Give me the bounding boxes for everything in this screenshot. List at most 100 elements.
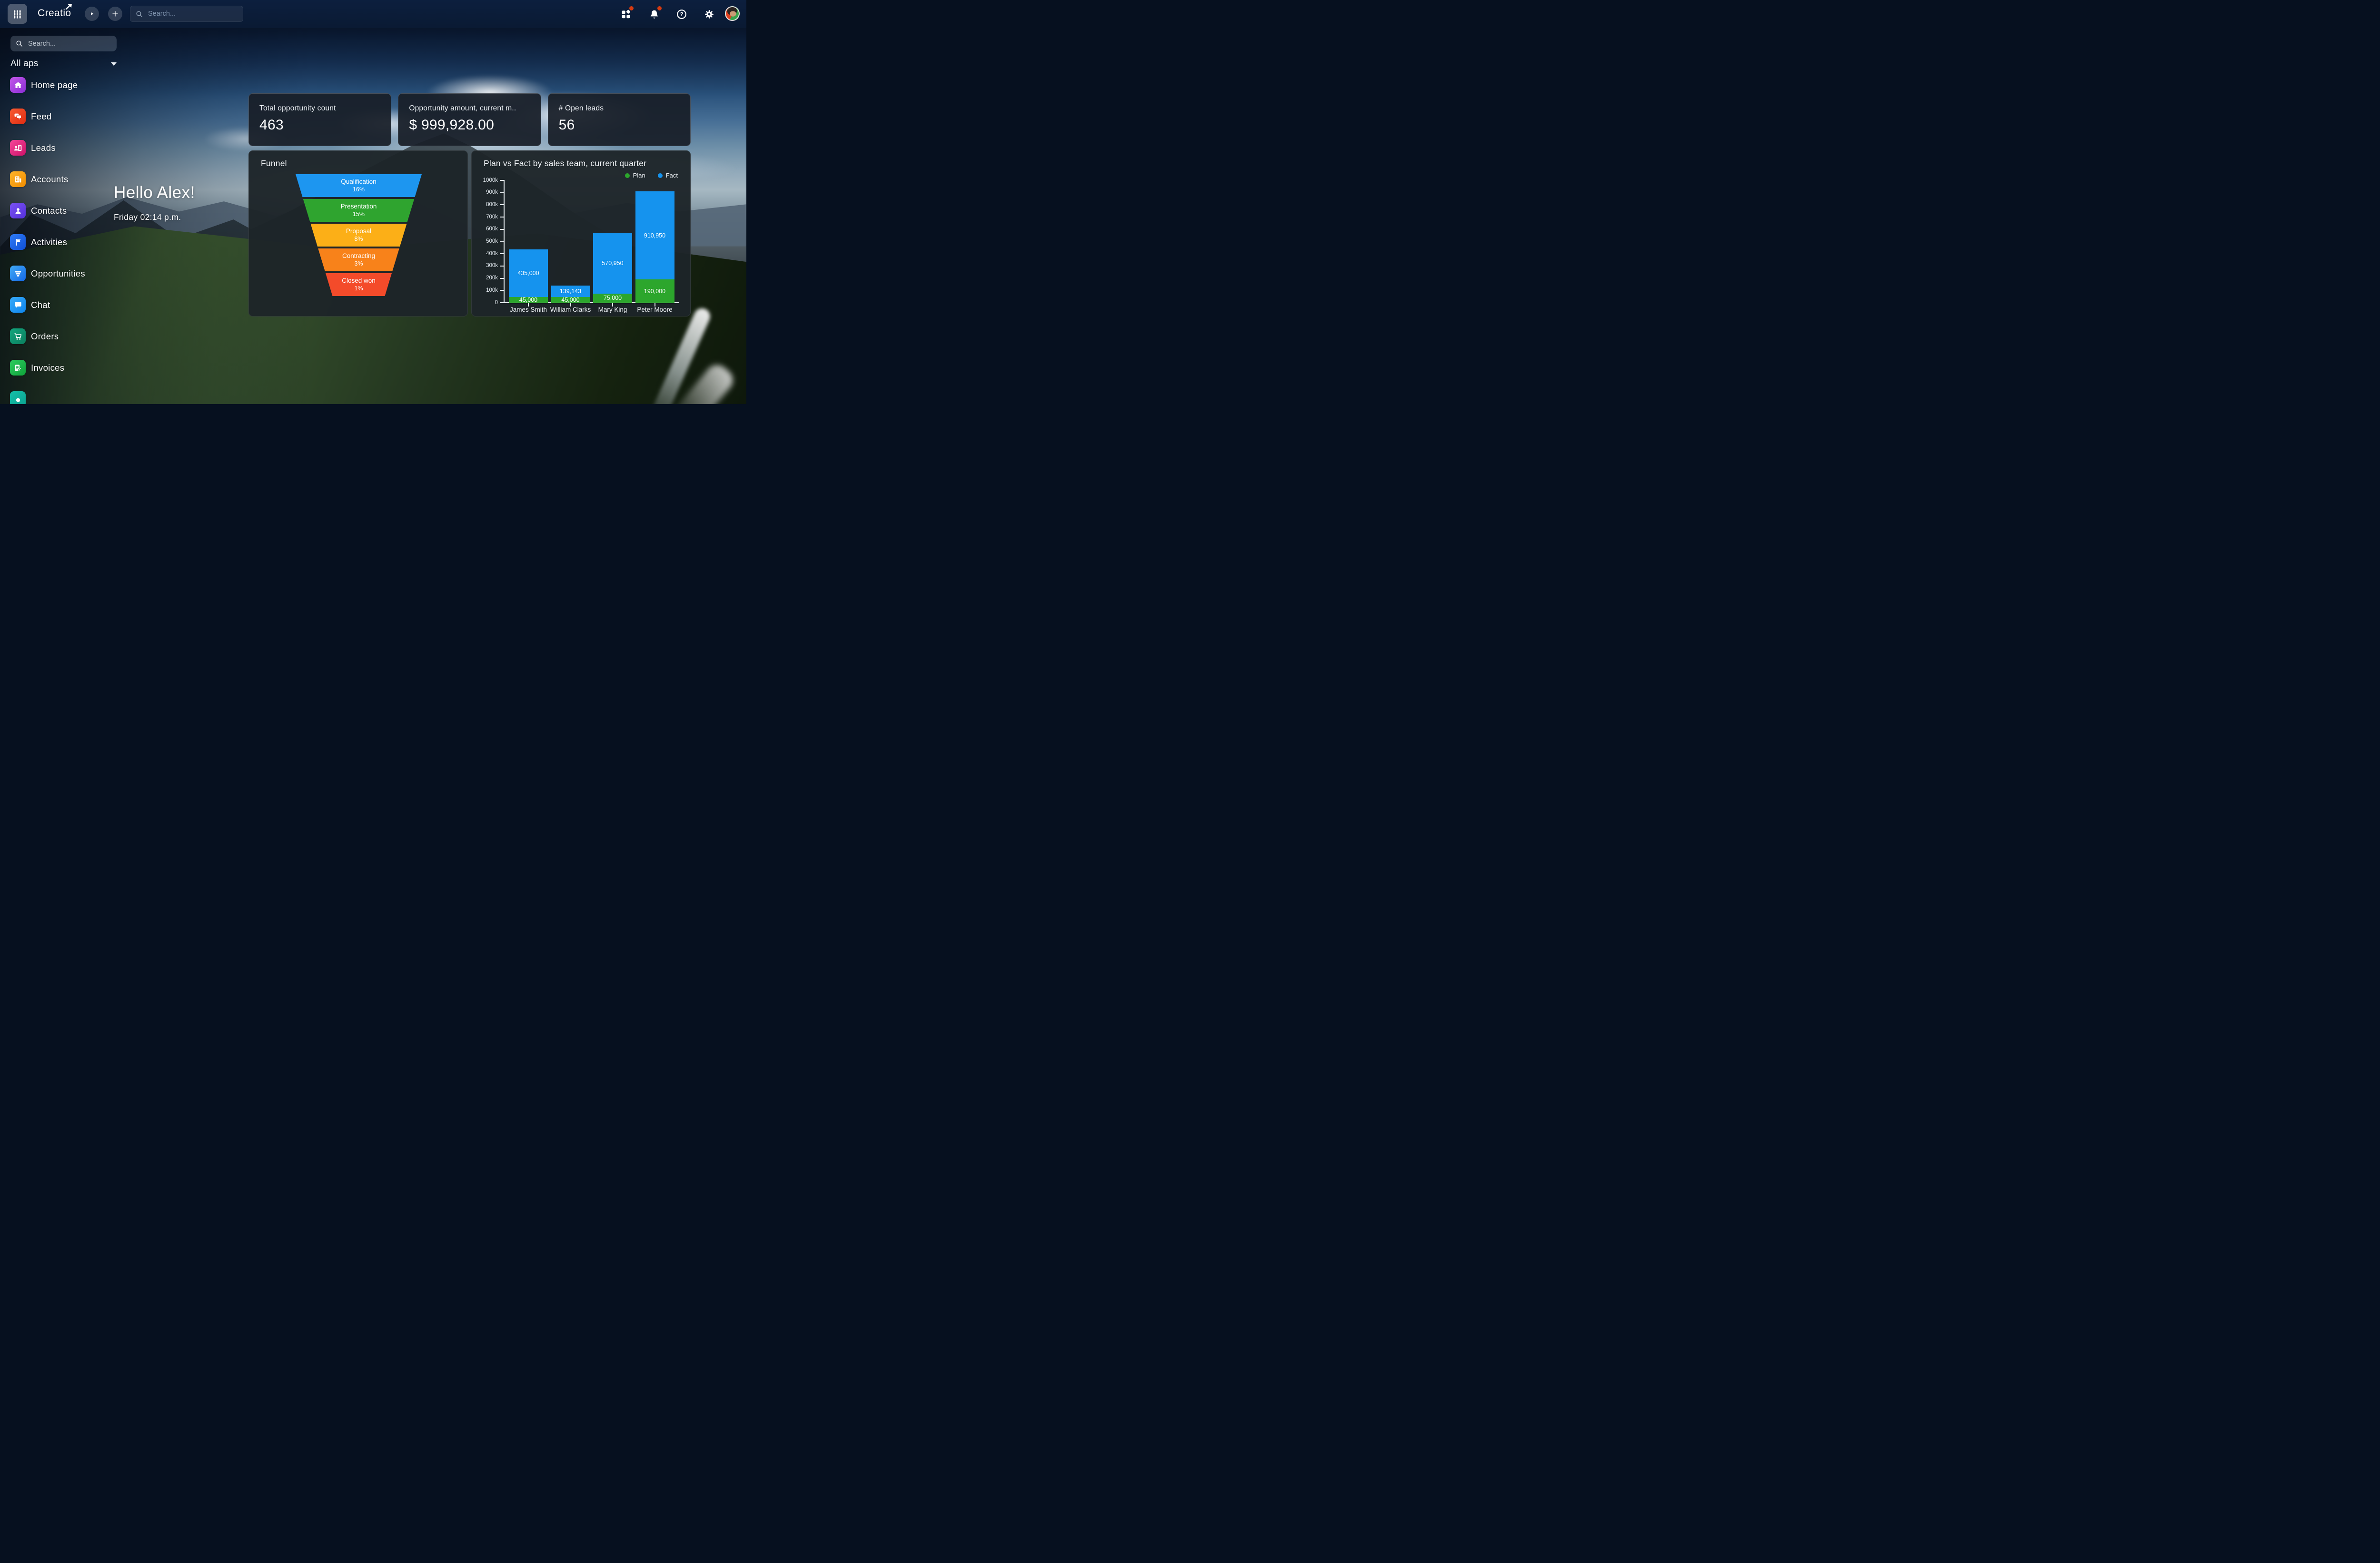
notifications-unread-badge <box>657 6 662 10</box>
sidebar-item-label: Invoices <box>31 362 65 373</box>
sidebar-item-opportunities[interactable]: Opportunities <box>10 266 85 281</box>
funnel-stage-label: Contracting <box>342 252 376 259</box>
partial-icon <box>10 391 26 404</box>
search-icon <box>15 40 23 48</box>
app-grid-button[interactable] <box>8 4 27 24</box>
marketplace-apps-button[interactable] <box>620 6 634 20</box>
bar-fact-mary-king[interactable]: 570,950 <box>593 233 632 294</box>
sidebar-item-label: Feed <box>31 111 52 121</box>
y-tick <box>500 290 504 291</box>
bar-plan-value: 45,000 <box>561 296 580 303</box>
svg-text:?: ? <box>680 12 683 18</box>
sidebar-item-label: Orders <box>31 331 59 341</box>
greeting: Hello Alex! Friday 02:14 p.m. <box>114 183 195 222</box>
sidebar-search-input[interactable] <box>27 39 112 48</box>
legend-label: Plan <box>633 172 645 179</box>
funnel-widget: Funnel Qualification 16% Presentation 15% Pr… <box>248 150 468 317</box>
y-tick <box>500 277 504 279</box>
greeting-datetime: Friday 02:14 p.m. <box>114 212 181 222</box>
sidebar-item-partial[interactable] <box>10 391 26 404</box>
kpi-label: # Open leads <box>558 104 604 112</box>
y-tick-label: 0 <box>495 299 498 306</box>
y-axis-line <box>504 180 505 303</box>
funnel-stage-closed-won[interactable]: Closed won 1% <box>296 273 422 296</box>
sidebar-item-label: Opportunities <box>31 268 85 278</box>
bar-plan-value: 190,000 <box>644 287 666 295</box>
funnel-stage-qualification[interactable]: Qualification 16% <box>296 174 422 197</box>
leads-icon <box>10 140 26 156</box>
bar-fact-james-smith[interactable]: 435,000 <box>509 249 548 297</box>
chart-legend: Plan Fact <box>625 172 678 179</box>
sidebar-item-orders[interactable]: Orders <box>10 328 59 344</box>
sidebar-item-chat[interactable]: Chat <box>10 297 50 313</box>
notifications-bell-button[interactable] <box>648 6 662 20</box>
bar-fact-value: 910,950 <box>644 232 666 239</box>
bar-fact-peter-moore[interactable]: 910,950 <box>635 191 674 280</box>
funnel-stage-percent: 3% <box>354 260 363 267</box>
sidebar-item-home-page[interactable]: Home page <box>10 77 78 93</box>
funnel-stage-percent: 1% <box>354 285 363 292</box>
funnel-stage-label: Closed won <box>342 277 376 284</box>
x-category-label: William Clarks <box>550 306 591 313</box>
sidebar-item-accounts[interactable]: Accounts <box>10 171 69 187</box>
funnel-chart: Qualification 16% Presentation 15% Proposal 8… <box>296 174 422 296</box>
bar-plan-mary-king[interactable]: 75,000 <box>593 293 632 303</box>
funnel-stage-percent: 8% <box>354 236 363 242</box>
invoices-icon <box>10 360 26 376</box>
sidebar-item-label: Chat <box>31 299 50 310</box>
settings-gear-button[interactable] <box>703 8 715 20</box>
bar-plan-william-clarks[interactable]: 45,000 <box>551 297 590 303</box>
legend-item-plan[interactable]: Plan <box>625 172 645 179</box>
y-tick-label: 300k <box>486 263 498 269</box>
y-tick <box>500 265 504 267</box>
legend-label: Fact <box>665 172 678 179</box>
legend-dot <box>625 173 630 178</box>
funnel-stage-presentation[interactable]: Presentation 15% <box>296 199 422 222</box>
grid-dots-icon <box>12 9 23 20</box>
funnel-stage-label: Proposal <box>346 228 372 235</box>
opportunities-icon <box>10 266 26 281</box>
bar-plan-value: 75,000 <box>603 295 622 302</box>
help-button[interactable]: ? <box>675 8 688 20</box>
legend-item-fact[interactable]: Fact <box>657 172 678 179</box>
funnel-stage-proposal[interactable]: Proposal 8% <box>296 224 422 247</box>
creatio-logo-arrow-icon <box>65 4 73 10</box>
y-tick-label: 800k <box>486 201 498 208</box>
home-icon <box>10 77 26 93</box>
y-tick-label: 200k <box>486 275 498 281</box>
sidebar-item-activities[interactable]: Activities <box>10 234 67 250</box>
funnel-title: Funnel <box>261 158 287 168</box>
x-tick <box>612 303 613 307</box>
kpi-card-total-opportunity-count: Total opportunity count 463 <box>248 93 392 146</box>
bar-plan-peter-moore[interactable]: 190,000 <box>635 279 674 303</box>
funnel-stage-contracting[interactable]: Contracting 3% <box>296 248 422 271</box>
greeting-title: Hello Alex! <box>114 183 195 202</box>
funnel-stage-label: Presentation <box>340 203 377 210</box>
sidebar-item-invoices[interactable]: Invoices <box>10 360 64 376</box>
bar-fact-william-clarks[interactable]: 139,143 <box>551 286 590 297</box>
chat-icon <box>10 297 26 313</box>
accounts-icon <box>10 171 26 187</box>
activities-icon <box>10 234 26 250</box>
sidebar-item-feed[interactable]: Feed <box>10 109 51 124</box>
x-category-label: Peter Moore <box>637 306 673 313</box>
run-process-button[interactable] <box>85 7 99 21</box>
user-avatar[interactable] <box>725 6 740 21</box>
sidebar-item-contacts[interactable]: Contacts <box>10 203 67 218</box>
workspace-selector[interactable]: All aps <box>10 58 117 70</box>
funnel-stage-label: Qualification <box>341 178 377 185</box>
y-tick <box>500 228 504 230</box>
top-bar: Creatio <box>0 0 746 28</box>
kpi-value: 56 <box>558 117 575 133</box>
global-search-input[interactable] <box>147 10 238 18</box>
x-tick <box>570 303 571 307</box>
kpi-card-open-leads: # Open leads 56 <box>547 93 691 146</box>
y-tick <box>500 241 504 242</box>
y-tick-label: 500k <box>486 238 498 244</box>
contacts-icon <box>10 203 26 218</box>
quick-add-button[interactable] <box>108 7 122 21</box>
legend-dot <box>657 173 663 178</box>
bar-plan-james-smith[interactable]: 45,000 <box>509 297 548 303</box>
sidebar-item-leads[interactable]: Leads <box>10 140 56 156</box>
kpi-card-opportunity-amount-current-m: Opportunity amount, current m.. $ 999,928… <box>398 93 541 146</box>
